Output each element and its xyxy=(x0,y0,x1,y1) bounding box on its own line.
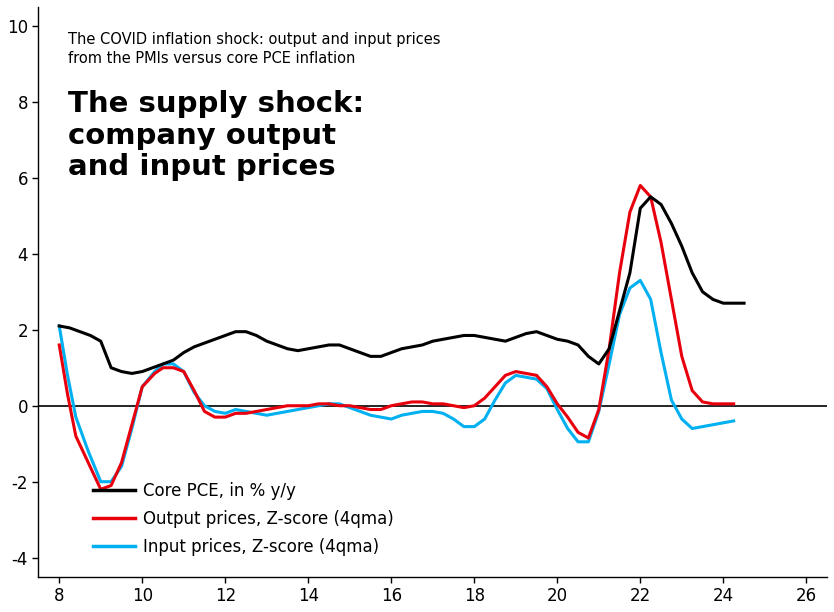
Text: The supply shock:
company output
and input prices: The supply shock: company output and inp… xyxy=(68,91,364,181)
Text: The COVID inflation shock: output and input prices
from the PMIs versus core PCE: The COVID inflation shock: output and in… xyxy=(68,32,440,67)
Legend: Core PCE, in % y/y, Output prices, Z-score (4qma), Input prices, Z-score (4qma): Core PCE, in % y/y, Output prices, Z-sco… xyxy=(86,476,400,562)
